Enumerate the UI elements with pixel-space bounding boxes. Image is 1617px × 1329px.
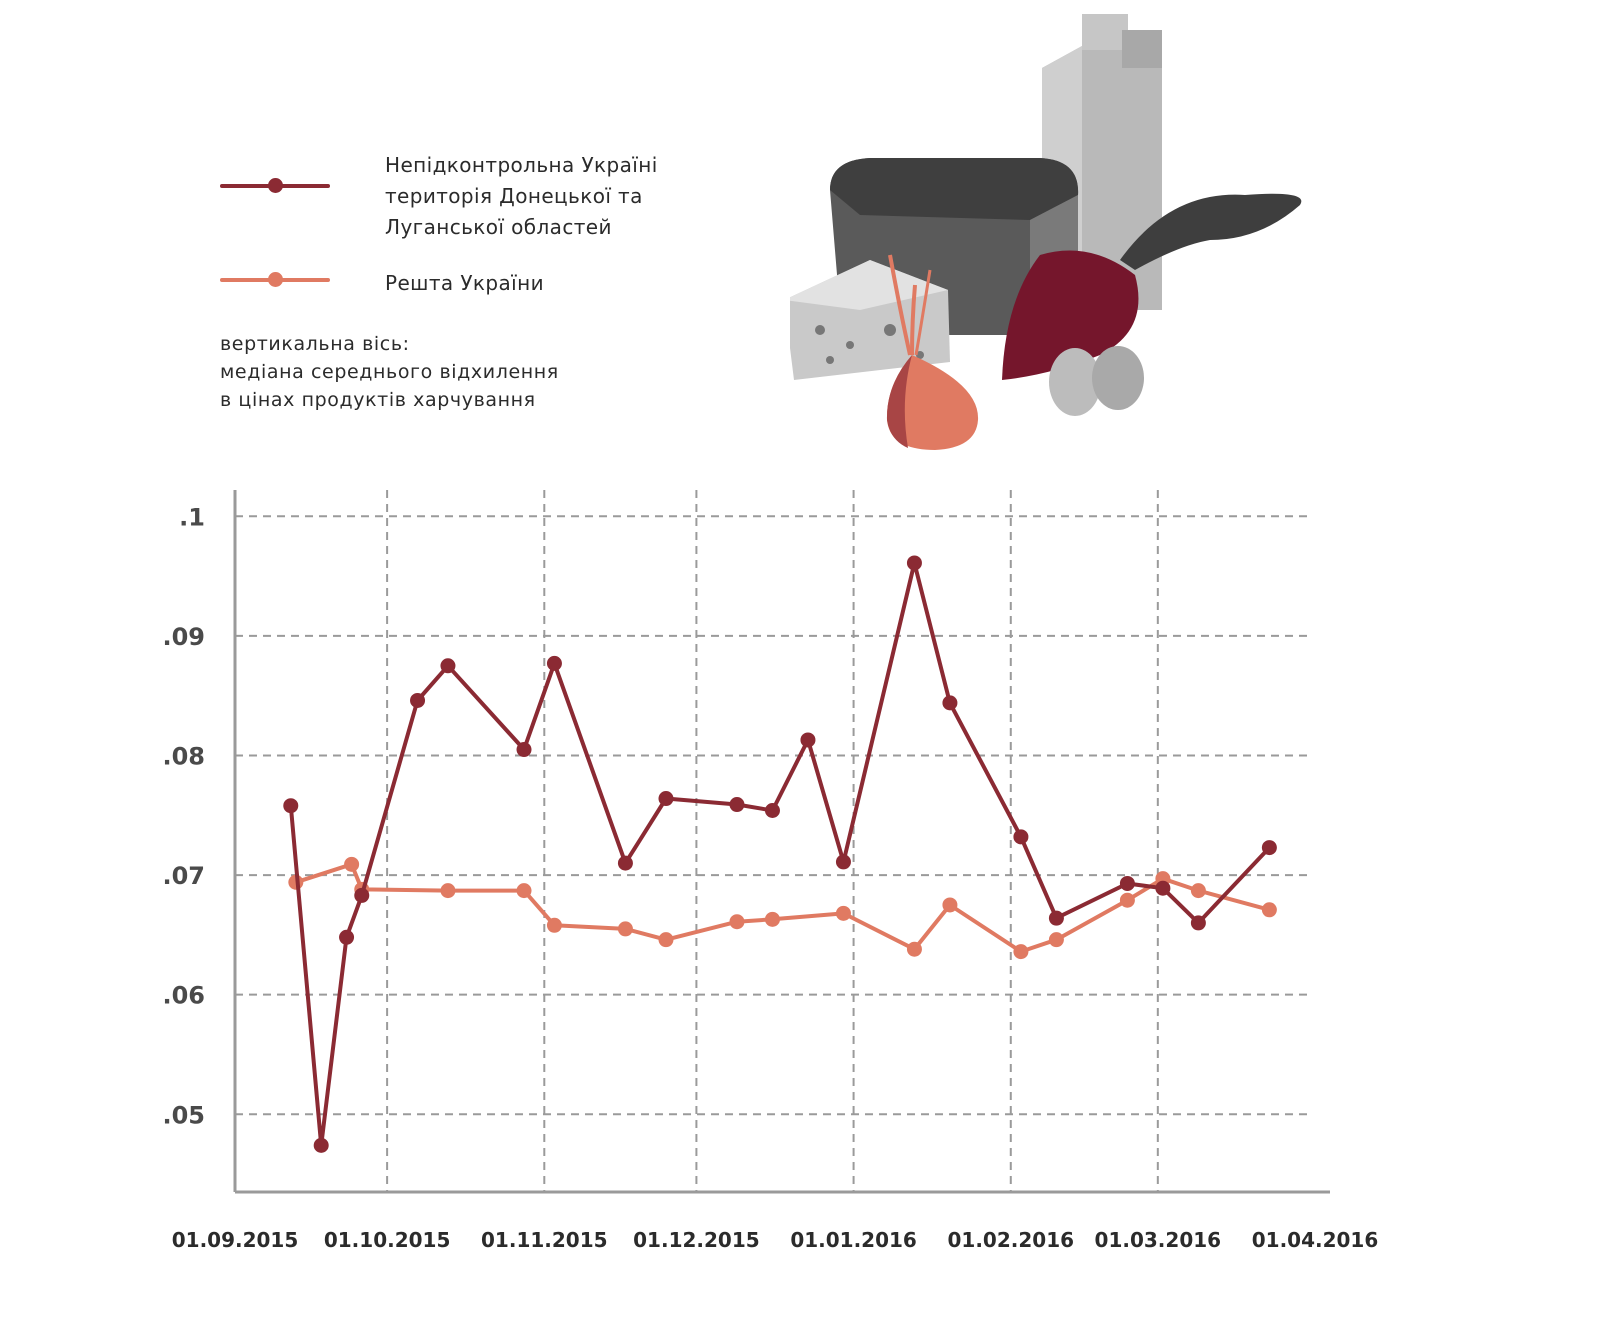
- data-point-rest: [942, 897, 958, 913]
- data-point-rest: [906, 941, 922, 957]
- y-tick-label: .08: [162, 742, 205, 770]
- data-point-occupied: [410, 692, 426, 708]
- axis-note-line: в цінах продуктів харчування: [220, 389, 536, 411]
- y-tick-label: .09: [162, 623, 205, 651]
- x-tick-label: 01.11.2015: [481, 1228, 608, 1252]
- data-point-occupied: [516, 742, 532, 758]
- data-point-occupied: [313, 1137, 329, 1153]
- data-point-occupied: [906, 555, 922, 571]
- legend-label-line: Решта України: [385, 271, 544, 295]
- data-point-occupied: [546, 655, 562, 671]
- series-layer: [283, 555, 1277, 1153]
- legend-label-rest: Решта України: [385, 268, 544, 299]
- data-point-occupied: [1261, 840, 1277, 856]
- y-tick-label: .1: [179, 503, 205, 531]
- legend-label-occupied: Непідконтрольна Україні територія Донець…: [385, 150, 658, 243]
- legend-dot-rest: [268, 272, 283, 287]
- data-point-occupied: [283, 798, 299, 814]
- x-tick-label: 01.12.2015: [633, 1228, 760, 1252]
- y-tick-label: .07: [162, 862, 205, 890]
- legend-swatch-rest: [220, 272, 330, 287]
- data-point-occupied: [835, 854, 851, 870]
- data-point-rest: [1119, 892, 1135, 908]
- data-point-occupied: [354, 887, 370, 903]
- data-point-rest: [1013, 944, 1029, 960]
- grid-layer: [235, 490, 1307, 1192]
- onion-icon: [886, 254, 979, 450]
- data-point-rest: [516, 883, 532, 899]
- data-point-rest: [729, 914, 745, 930]
- data-point-occupied: [729, 797, 745, 813]
- beet-icon: [1002, 193, 1302, 380]
- data-point-occupied: [800, 732, 816, 748]
- data-point-rest: [546, 917, 562, 933]
- data-point-rest: [617, 921, 633, 937]
- data-point-occupied: [1155, 880, 1171, 896]
- data-point-occupied: [764, 803, 780, 819]
- data-point-occupied: [339, 929, 355, 945]
- data-point-occupied: [617, 855, 633, 871]
- y-tick-label: .06: [162, 982, 205, 1010]
- x-tick-label: 01.03.2016: [1095, 1228, 1222, 1252]
- data-point-rest: [440, 883, 456, 899]
- data-point-occupied: [1013, 829, 1029, 845]
- data-point-rest: [764, 911, 780, 927]
- legend-label-line: Луганської областей: [385, 215, 612, 239]
- data-point-occupied: [1190, 915, 1206, 931]
- x-tick-label: 01.01.2016: [790, 1228, 917, 1252]
- x-tick-label: 01.09.2015: [172, 1228, 299, 1252]
- axis-note-line: медіана середнього відхилення: [220, 361, 559, 383]
- data-point-rest: [835, 905, 851, 921]
- legend: Непідконтрольна Україні територія Донець…: [220, 150, 740, 450]
- axis-note-line: вертикальна вісь:: [220, 333, 410, 355]
- x-tick-label: 01.04.2016: [1252, 1228, 1379, 1252]
- data-point-rest: [1190, 883, 1206, 899]
- data-point-occupied: [1119, 875, 1135, 891]
- legend-label-line: територія Донецької та: [385, 184, 643, 208]
- axis-layer: [233, 490, 1330, 1194]
- y-tick-label: .05: [162, 1101, 205, 1129]
- data-point-occupied: [1048, 910, 1064, 926]
- legend-swatch-occupied: [220, 178, 330, 193]
- legend-dot-occupied: [268, 178, 283, 193]
- data-point-rest: [658, 932, 674, 948]
- data-point-occupied: [942, 695, 958, 711]
- legend-label-line: Непідконтрольна Україні: [385, 153, 658, 177]
- food-illustration: [790, 14, 1302, 450]
- data-point-occupied: [658, 791, 674, 807]
- tick-label-layer: .05 .06 .07 .08 .09 .1 01.09.2015 01.10.2015 01.…: [162, 503, 1378, 1252]
- x-tick-label: 01.10.2015: [324, 1228, 451, 1252]
- series-line-occupied: [288, 561, 1272, 1148]
- data-point-rest: [344, 856, 360, 872]
- x-tick-label: 01.02.2016: [948, 1228, 1075, 1252]
- axis-note: вертикальна вісь: медіана середнього від…: [220, 330, 559, 414]
- data-point-rest: [1048, 932, 1064, 948]
- eggs-icon: [1049, 346, 1144, 416]
- data-point-rest: [1261, 902, 1277, 918]
- data-point-occupied: [440, 658, 456, 674]
